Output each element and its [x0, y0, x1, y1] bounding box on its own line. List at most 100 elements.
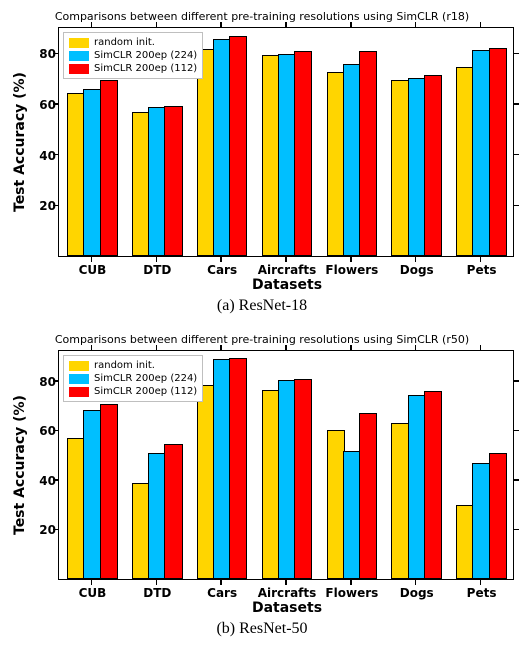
chart-title: Comparisons between different pre-traini… [10, 333, 514, 346]
x-tick-label: Dogs [400, 263, 434, 277]
axis-tick [514, 103, 519, 105]
y-tick-label: 20 [39, 523, 56, 537]
legend-label: random init. [94, 36, 155, 49]
bar [100, 80, 118, 256]
axis-tick [514, 529, 519, 531]
x-tick-label: Flowers [325, 263, 378, 277]
axis-tick [91, 345, 93, 350]
y-tick-label: 80 [39, 47, 56, 61]
legend-item: SimCLR 200ep (112) [69, 385, 197, 398]
axis-tick [220, 22, 222, 27]
chart-title: Comparisons between different pre-traini… [10, 10, 514, 23]
x-tick-label: DTD [143, 586, 171, 600]
axis-tick [514, 479, 519, 481]
y-ticks: 20 40 60 80 [30, 350, 58, 580]
chart-r50: Comparisons between different pre-traini… [10, 333, 514, 638]
axis-tick [53, 154, 58, 156]
axis-tick [514, 205, 519, 207]
bar [424, 391, 442, 579]
legend-swatch [69, 387, 89, 397]
axis-tick [514, 53, 519, 55]
subcaption: (b) ResNet-50 [10, 620, 514, 638]
axis-tick [53, 53, 58, 55]
bar [164, 444, 182, 579]
legend-label: SimCLR 200ep (112) [94, 62, 197, 75]
legend-item: SimCLR 200ep (224) [69, 49, 197, 62]
x-tick-label: DTD [143, 263, 171, 277]
y-axis-label: Test Accuracy (%) [10, 27, 30, 257]
legend: random init.SimCLR 200ep (224)SimCLR 200… [63, 32, 203, 79]
axis-tick [415, 345, 417, 350]
x-tick-label: Aircrafts [258, 586, 317, 600]
y-tick-label: 40 [39, 149, 56, 163]
axis-tick [53, 479, 58, 481]
plot-area: random init.SimCLR 200ep (224)SimCLR 200… [58, 350, 514, 580]
x-axis-label: Datasets [60, 600, 514, 616]
legend-item: SimCLR 200ep (224) [69, 372, 197, 385]
axis-tick [350, 22, 352, 27]
legend-item: random init. [69, 36, 197, 49]
chart-area: Test Accuracy (%)20406080random init.Sim… [10, 27, 514, 257]
legend-swatch [69, 51, 89, 61]
x-tick-label: Pets [467, 263, 497, 277]
x-tick-label: Dogs [400, 586, 434, 600]
x-tick-label: CUB [79, 263, 107, 277]
y-tick-label: 80 [39, 375, 56, 389]
y-tick-label: 40 [39, 474, 56, 488]
y-tick-label: 60 [39, 424, 56, 438]
legend-item: random init. [69, 359, 197, 372]
bar [359, 51, 377, 256]
axis-tick [53, 430, 58, 432]
axis-tick [350, 345, 352, 350]
bar [489, 453, 507, 579]
y-ticks: 20 40 60 80 [30, 27, 58, 257]
axis-tick [514, 430, 519, 432]
figure-root: Comparisons between different pre-traini… [10, 10, 514, 638]
y-tick-label: 60 [39, 98, 56, 112]
bar [489, 48, 507, 256]
axis-tick [514, 380, 519, 382]
axis-tick [285, 345, 287, 350]
bar [294, 379, 312, 579]
legend-item: SimCLR 200ep (112) [69, 62, 197, 75]
axis-tick [514, 154, 519, 156]
axis-tick [156, 345, 158, 350]
bar [294, 51, 312, 256]
x-tick-label: CUB [79, 586, 107, 600]
plot-area: random init.SimCLR 200ep (224)SimCLR 200… [58, 27, 514, 257]
y-tick-label: 20 [39, 199, 56, 213]
chart-area: Test Accuracy (%)20406080random init.Sim… [10, 350, 514, 580]
axis-tick [480, 345, 482, 350]
bar [229, 36, 247, 256]
legend-label: SimCLR 200ep (224) [94, 49, 197, 62]
axis-tick [220, 345, 222, 350]
bar [424, 75, 442, 256]
axis-tick [91, 22, 93, 27]
axis-tick [53, 380, 58, 382]
axis-tick [415, 22, 417, 27]
subcaption: (a) ResNet-18 [10, 297, 514, 315]
x-ticks: CUB DTD Cars Aircrafts Flowers Dogs Pets [60, 580, 514, 602]
bar [229, 358, 247, 579]
bar [100, 404, 118, 579]
legend-label: SimCLR 200ep (112) [94, 385, 197, 398]
x-tick-label: Cars [207, 263, 237, 277]
x-tick-label: Cars [207, 586, 237, 600]
axis-tick [53, 529, 58, 531]
axis-tick [53, 103, 58, 105]
legend: random init.SimCLR 200ep (224)SimCLR 200… [63, 355, 203, 402]
legend-swatch [69, 64, 89, 74]
x-tick-label: Flowers [325, 586, 378, 600]
bar [359, 413, 377, 579]
legend-label: SimCLR 200ep (224) [94, 372, 197, 385]
legend-swatch [69, 374, 89, 384]
axis-tick [156, 22, 158, 27]
x-ticks: CUBDTDCarsAircraftsFlowersDogsPets [60, 257, 514, 279]
bar [164, 106, 182, 256]
legend-label: random init. [94, 359, 155, 372]
legend-swatch [69, 38, 89, 48]
axis-tick [53, 205, 58, 207]
y-axis-label: Test Accuracy (%) [10, 350, 30, 580]
x-tick-label: Pets [467, 586, 497, 600]
legend-swatch [69, 361, 89, 371]
